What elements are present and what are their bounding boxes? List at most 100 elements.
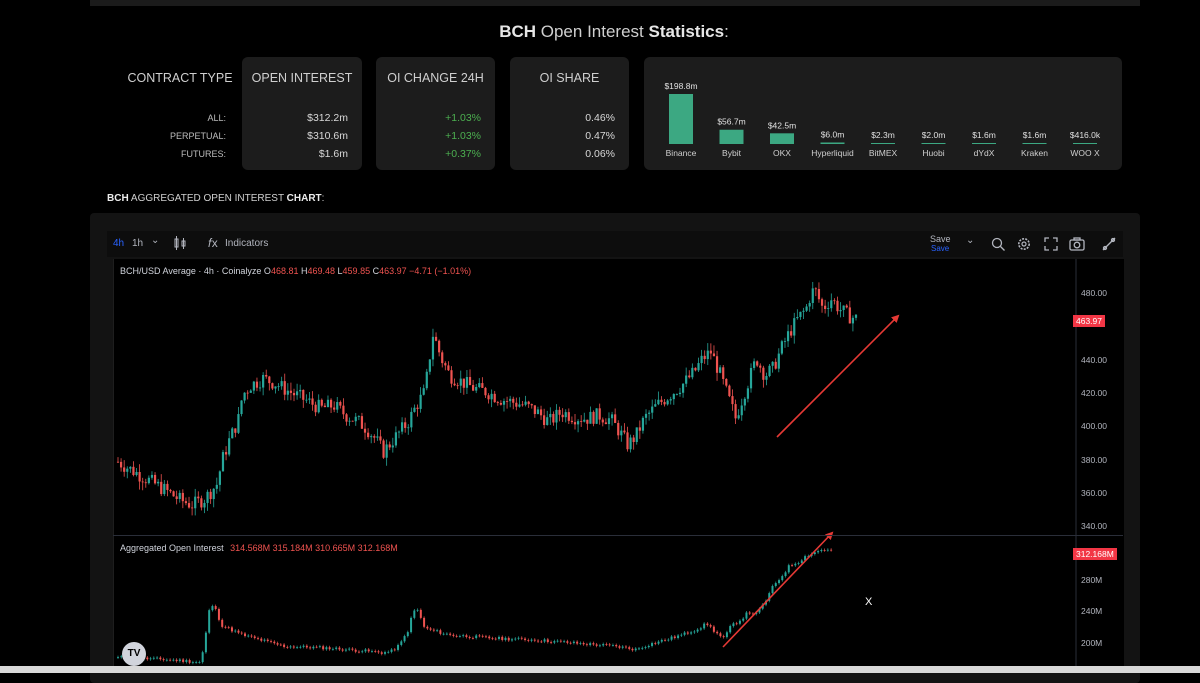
- candle: [737, 415, 740, 419]
- oi-candle: [664, 639, 667, 641]
- oi-candle: [608, 644, 611, 646]
- candle: [845, 305, 848, 308]
- oi-share-futures: 0.06%: [585, 148, 615, 160]
- candle: [206, 491, 209, 503]
- chevron-down-icon[interactable]: ⌄: [151, 235, 160, 246]
- oi-candle: [572, 641, 575, 644]
- oi-candle: [742, 618, 745, 621]
- oi-candle: [566, 641, 569, 643]
- oi-candle: [159, 657, 162, 660]
- candle: [746, 388, 750, 399]
- oi-candle: [693, 631, 696, 633]
- candle: [518, 404, 521, 407]
- fullscreen-icon[interactable]: [1043, 236, 1059, 255]
- oi-candle: [357, 651, 360, 653]
- zoom-search-icon[interactable]: [990, 236, 1006, 255]
- oi-candle: [390, 649, 393, 652]
- open-interest-card: OPEN INTEREST $312.2m $310.6m $1.6m: [242, 57, 362, 170]
- candle: [629, 437, 632, 450]
- exchange-name: Binance: [666, 148, 697, 158]
- oi-candle: [823, 550, 826, 551]
- candle: [255, 381, 259, 388]
- candle: [265, 374, 268, 377]
- oi-candle: [533, 639, 536, 641]
- candle: [712, 353, 716, 357]
- candle: [147, 477, 150, 484]
- oi-legend: Aggregated Open Interest 314.568M 315.18…: [120, 543, 398, 553]
- candle: [212, 488, 215, 500]
- price-chart[interactable]: [114, 259, 1124, 673]
- chart-panel[interactable]: [113, 259, 1124, 673]
- candle: [490, 393, 493, 400]
- oi-candle: [768, 593, 771, 601]
- last-price-tag: 463.97: [1073, 315, 1105, 327]
- candle: [292, 392, 296, 396]
- candle: [413, 407, 416, 412]
- candle: [505, 401, 509, 402]
- oi-candle: [651, 643, 654, 646]
- candle: [397, 431, 401, 433]
- candle: [153, 474, 157, 484]
- pane-separator[interactable]: [113, 535, 1123, 536]
- oi-candle: [611, 645, 614, 646]
- exchange-bar: [1073, 143, 1097, 144]
- candle: [224, 452, 228, 455]
- camera-icon[interactable]: [1068, 236, 1086, 255]
- candle: [833, 300, 836, 302]
- candle: [363, 428, 367, 433]
- drawing-tool-icon[interactable]: [1101, 236, 1117, 255]
- oi-candle: [781, 576, 784, 581]
- candle: [719, 367, 722, 373]
- oi-candle: [393, 649, 396, 651]
- oi-share-card: OI SHARE 0.46% 0.47% 0.06%: [510, 57, 629, 170]
- open-interest-header: OPEN INTEREST: [251, 71, 353, 85]
- save-chevron-icon[interactable]: ⌄: [966, 235, 975, 246]
- candle: [793, 318, 796, 336]
- candle: [484, 387, 487, 396]
- oi-candle: [511, 639, 514, 641]
- oi-change-futures: +0.37%: [445, 148, 481, 160]
- candles-icon[interactable]: [173, 235, 187, 254]
- oi-candle: [224, 626, 227, 628]
- interval-4h-button[interactable]: 4h: [113, 238, 125, 249]
- candle: [360, 416, 364, 429]
- gear-icon[interactable]: [1016, 236, 1032, 255]
- candle: [589, 411, 592, 424]
- candle: [749, 367, 753, 389]
- oi-candle: [745, 612, 748, 619]
- oi-candle: [169, 659, 172, 661]
- top-strip: [90, 0, 1140, 6]
- oi-candle: [686, 632, 689, 634]
- oi-candle: [729, 626, 732, 633]
- interval-1h-button[interactable]: 1h: [132, 238, 144, 249]
- oi-candle: [452, 634, 455, 636]
- candle: [666, 400, 669, 405]
- price-open: 468.81: [270, 266, 299, 276]
- oi-candle: [331, 648, 334, 650]
- oi-candle: [800, 560, 803, 564]
- oi-candle: [559, 640, 562, 642]
- oi-candle: [234, 630, 237, 632]
- oi-candle: [149, 658, 152, 660]
- candle: [685, 375, 688, 384]
- oi-candle: [338, 647, 341, 650]
- indicators-button[interactable]: Indicators: [225, 238, 269, 249]
- candle: [237, 414, 240, 433]
- oi-candle: [527, 639, 530, 641]
- oi-candle: [162, 659, 165, 661]
- candle: [323, 405, 326, 408]
- oi-candle: [387, 651, 390, 653]
- oi-candle: [312, 646, 315, 649]
- candle: [564, 412, 567, 418]
- taskbar-strip: [0, 666, 1200, 673]
- tradingview-logo[interactable]: TV: [122, 642, 146, 666]
- trend-arrow-price: [776, 314, 900, 438]
- candle: [447, 365, 450, 371]
- candle: [160, 481, 163, 495]
- save-button[interactable]: Save: [930, 234, 951, 244]
- oi-candle: [761, 604, 764, 609]
- oi-candle: [455, 635, 458, 637]
- oi-candle: [351, 648, 354, 650]
- candle: [632, 437, 635, 442]
- candle: [400, 422, 404, 432]
